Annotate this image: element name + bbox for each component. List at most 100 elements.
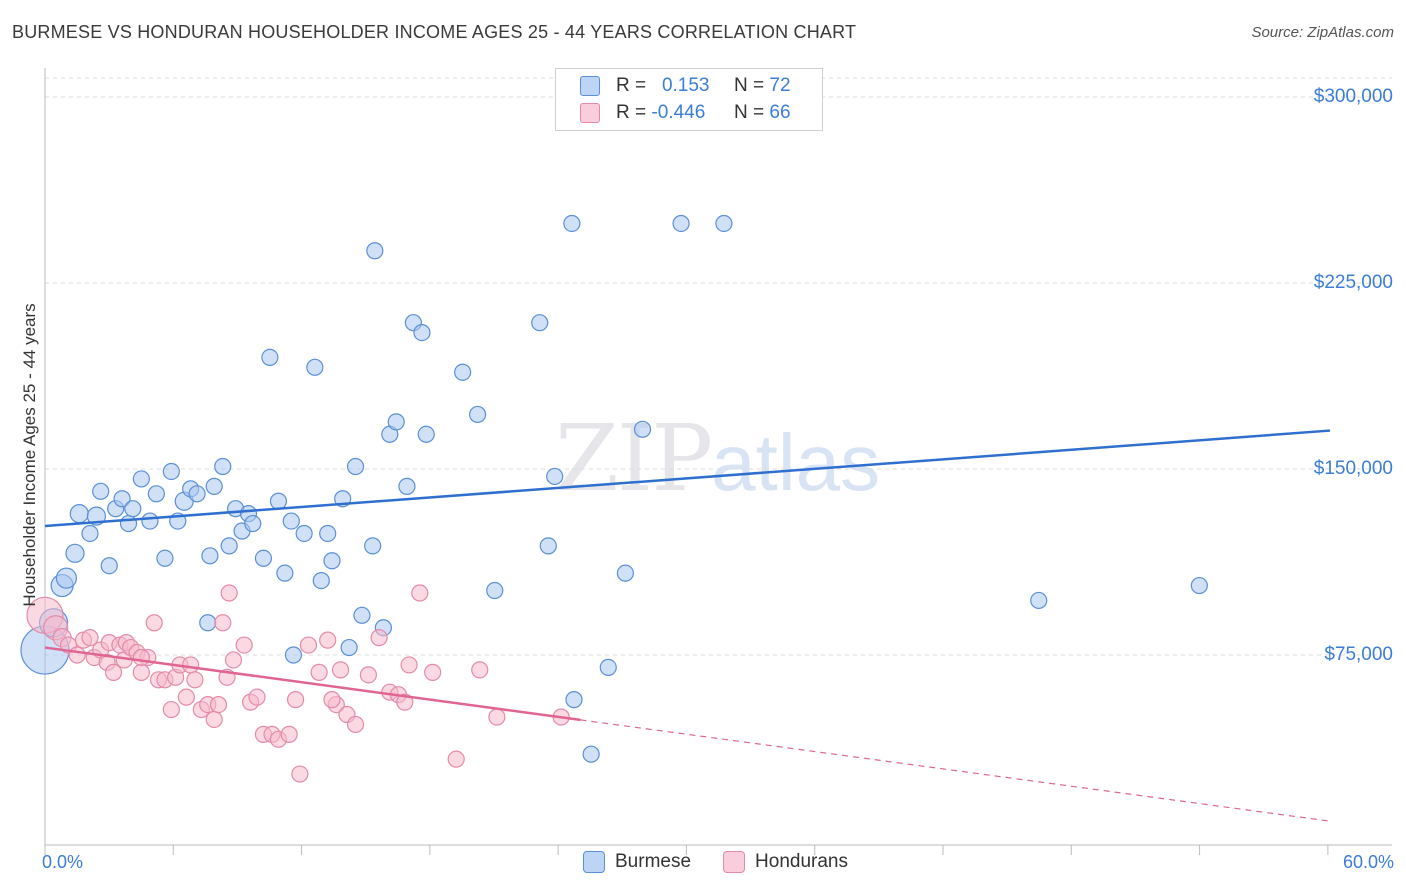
burmese-point: [454, 363, 472, 381]
honduran-point: [182, 656, 200, 674]
honduran-point: [214, 614, 232, 632]
honduran-point: [299, 636, 318, 654]
honduran-point: [205, 710, 223, 729]
legend-row-burmese: R = 0.153 N = 72: [580, 73, 791, 99]
honduran-point: [400, 656, 418, 674]
honduran-point: [471, 661, 489, 679]
burmese-point: [353, 606, 371, 624]
burmese-point: [319, 524, 337, 543]
burmese-point: [563, 214, 581, 233]
burmese-point: [282, 512, 300, 530]
burmese-point: [486, 581, 504, 600]
burmese-point: [156, 549, 174, 567]
honduran-point: [346, 715, 365, 734]
honduran-point: [132, 648, 150, 667]
legend-n-value: 66: [769, 102, 791, 123]
burmese-point: [340, 638, 358, 657]
source-label: Source: ZipAtlas.com: [1251, 24, 1394, 41]
y-tick-label: $150,000: [1313, 458, 1393, 479]
burmese-point: [565, 691, 583, 709]
burmese-point: [276, 564, 294, 582]
burmese-point: [398, 477, 416, 495]
y-tick-label: $75,000: [1324, 644, 1393, 665]
burmese-point: [312, 571, 330, 590]
honduran-point: [291, 765, 309, 783]
burmese-point: [539, 537, 557, 555]
burmese-point: [413, 324, 431, 342]
burmese-point: [124, 500, 142, 518]
honduran-point: [248, 688, 266, 706]
burmese-point: [147, 485, 165, 503]
honduran-trend-line-extension: [580, 719, 1331, 822]
y-axis-label: Householder Income Ages 25 - 44 years: [20, 303, 39, 607]
burmese-point: [469, 405, 487, 424]
honduran-point: [209, 695, 228, 714]
burmese-point: [92, 482, 110, 500]
honduran-point: [81, 629, 99, 647]
series-legend-burmese: Burmese: [583, 851, 691, 873]
watermark-zip: ZIP: [555, 405, 713, 512]
burmese-point: [214, 457, 232, 476]
burmese-point: [417, 425, 435, 443]
correlation-legend: R = 0.153 N = 72 R = -0.446 N = 66: [555, 68, 823, 131]
burmese-point: [323, 552, 341, 570]
series-legend-label: Hondurans: [755, 851, 848, 872]
burmese-point: [201, 547, 219, 565]
honduran-point: [370, 629, 388, 647]
honduran-point: [310, 663, 328, 681]
legend-r-value: -0.446: [651, 102, 706, 123]
watermark: ZIPatlas: [555, 405, 880, 512]
honduran-point: [331, 661, 350, 679]
burmese-point: [86, 506, 107, 526]
burmese-point: [616, 564, 634, 582]
series-legend: Burmese Hondurans: [583, 851, 880, 873]
burmese-point: [633, 420, 652, 438]
honduran-point: [220, 584, 238, 602]
burmese-point: [69, 504, 89, 524]
honduran-point: [68, 646, 86, 664]
burmese-point: [582, 745, 600, 763]
honduran-point: [396, 693, 414, 711]
burmese-point: [306, 358, 324, 376]
burmese-point: [244, 514, 262, 533]
honduran-point: [323, 691, 341, 709]
burmese-point: [220, 537, 238, 555]
burmese-point: [141, 512, 159, 530]
burmese-point: [65, 543, 85, 563]
burmese-point: [254, 549, 273, 567]
honduran-point: [359, 666, 377, 684]
honduran-point: [286, 691, 305, 709]
chart-title: BURMESE VS HONDURAN HOUSEHOLDER INCOME A…: [12, 22, 857, 42]
y-tick-label: $300,000: [1313, 86, 1393, 107]
burmese-point: [113, 490, 131, 508]
burmese-point: [81, 524, 99, 543]
burmese-point: [55, 567, 78, 589]
burmese-point: [261, 348, 279, 366]
honduran-point: [162, 700, 180, 719]
legend-r-value: 0.153: [661, 75, 710, 96]
series-legend-hondurans: Hondurans: [723, 851, 848, 873]
burmese-point: [387, 413, 405, 431]
series-swatch-burmese: [583, 851, 605, 873]
legend-r-label: R =: [616, 102, 647, 123]
honduran-point: [177, 688, 195, 706]
honduran-trend-line: [44, 646, 581, 722]
burmese-point: [119, 514, 138, 533]
burmese-point: [295, 524, 313, 543]
legend-n-value: 72: [769, 75, 791, 96]
honduran-point: [319, 631, 337, 649]
legend-r-label: R =: [616, 75, 647, 96]
series-swatch-hondurans: [723, 851, 746, 873]
honduran-point: [104, 663, 123, 681]
burmese-point: [1030, 591, 1048, 610]
burmese-point: [1190, 576, 1208, 595]
burmese-point: [284, 646, 303, 664]
legend-swatch-burmese: [580, 76, 600, 96]
burmese-point: [599, 658, 617, 677]
burmese-point: [188, 485, 206, 503]
burmese-trend-line: [44, 429, 1331, 528]
burmese-point: [269, 492, 288, 510]
honduran-point: [280, 725, 298, 743]
honduran-point: [447, 750, 465, 768]
